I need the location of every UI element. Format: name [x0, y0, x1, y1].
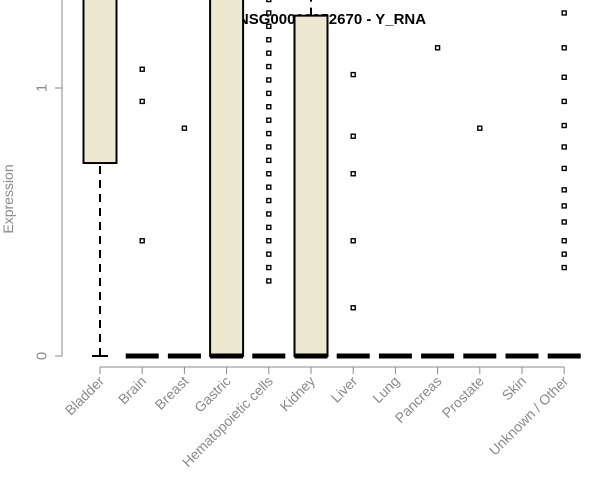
- outlier-point: [561, 45, 567, 51]
- outlier-point: [266, 50, 272, 56]
- x-tick-label: Liver: [328, 373, 361, 406]
- outlier-point: [266, 37, 272, 43]
- x-tick-label: Prostate: [439, 373, 487, 421]
- box-gastric: [209, 0, 245, 359]
- outlier-point: [266, 224, 272, 231]
- outlier-point: [434, 45, 441, 51]
- outlier-point: [266, 117, 272, 123]
- x-tick-label: Skin: [499, 373, 530, 404]
- box-iqr: [82, 0, 118, 165]
- outlier-point: [561, 122, 567, 129]
- box-series: [82, 0, 581, 359]
- box-unknown-other: [547, 10, 581, 359]
- outlier-point: [266, 264, 272, 271]
- outlier-point: [266, 0, 272, 3]
- outlier-point: [350, 305, 356, 311]
- outlier-point: [139, 66, 145, 72]
- outlier-point: [561, 144, 567, 150]
- y-tick-label: 1: [34, 84, 51, 92]
- outlier-point: [266, 144, 272, 150]
- outlier-point: [561, 251, 567, 257]
- outlier-point: [266, 197, 272, 204]
- outlier-point: [561, 264, 567, 271]
- outlier-point: [266, 238, 272, 244]
- box-pancreas: [421, 45, 455, 359]
- outlier-point: [266, 171, 272, 177]
- y-tick-label: 0: [34, 352, 51, 360]
- outlier-point: [477, 125, 483, 131]
- outlier-point: [266, 104, 272, 110]
- outlier-point: [266, 63, 272, 70]
- outlier-point: [561, 10, 567, 16]
- box-iqr: [209, 0, 245, 358]
- x-tick-label: Lung: [369, 373, 402, 406]
- box-prostate: [463, 125, 497, 359]
- outlier-point: [561, 203, 567, 209]
- box-breast: [167, 125, 201, 359]
- y-axis: 01234: [34, 0, 63, 360]
- outlier-point: [266, 211, 272, 217]
- box-brain: [125, 66, 159, 359]
- outlier-point: [561, 187, 567, 193]
- y-axis-label: Expression: [0, 164, 16, 233]
- outlier-point: [350, 238, 356, 244]
- outlier-point: [266, 77, 272, 83]
- outlier-point: [266, 90, 272, 97]
- outlier-point: [181, 125, 188, 131]
- outlier-point: [266, 157, 272, 164]
- outlier-point: [266, 251, 272, 257]
- x-tick-label: Kidney: [277, 373, 319, 415]
- x-tick-label: Unknown / Other: [486, 373, 572, 459]
- outlier-point: [561, 238, 567, 244]
- outlier-point: [266, 130, 272, 137]
- x-tick-label: Bladder: [62, 373, 108, 419]
- x-tick-label: Breast: [152, 373, 192, 413]
- outlier-point: [266, 10, 272, 16]
- outlier-point: [561, 219, 567, 225]
- outlier-point: [561, 98, 567, 105]
- outlier-point: [266, 278, 272, 284]
- box-bladder: [82, 0, 118, 357]
- outlier-point: [350, 171, 356, 177]
- box-iqr: [293, 14, 329, 357]
- box-kidney: [293, 0, 329, 359]
- box-liver: [336, 71, 370, 359]
- outlier-point: [350, 71, 356, 78]
- outlier-point: [139, 98, 145, 105]
- outlier-point: [350, 133, 356, 139]
- box-hematopoietic-cells: [252, 0, 286, 359]
- box-skin: [505, 353, 539, 359]
- outlier-point: [561, 165, 567, 172]
- outlier-point: [266, 184, 272, 190]
- outlier-point: [139, 238, 145, 244]
- x-tick-label: Pancreas: [392, 373, 445, 426]
- outlier-point: [266, 23, 272, 30]
- box-lung: [378, 353, 412, 359]
- x-tick-label: Brain: [115, 373, 149, 407]
- outlier-point: [561, 74, 567, 80]
